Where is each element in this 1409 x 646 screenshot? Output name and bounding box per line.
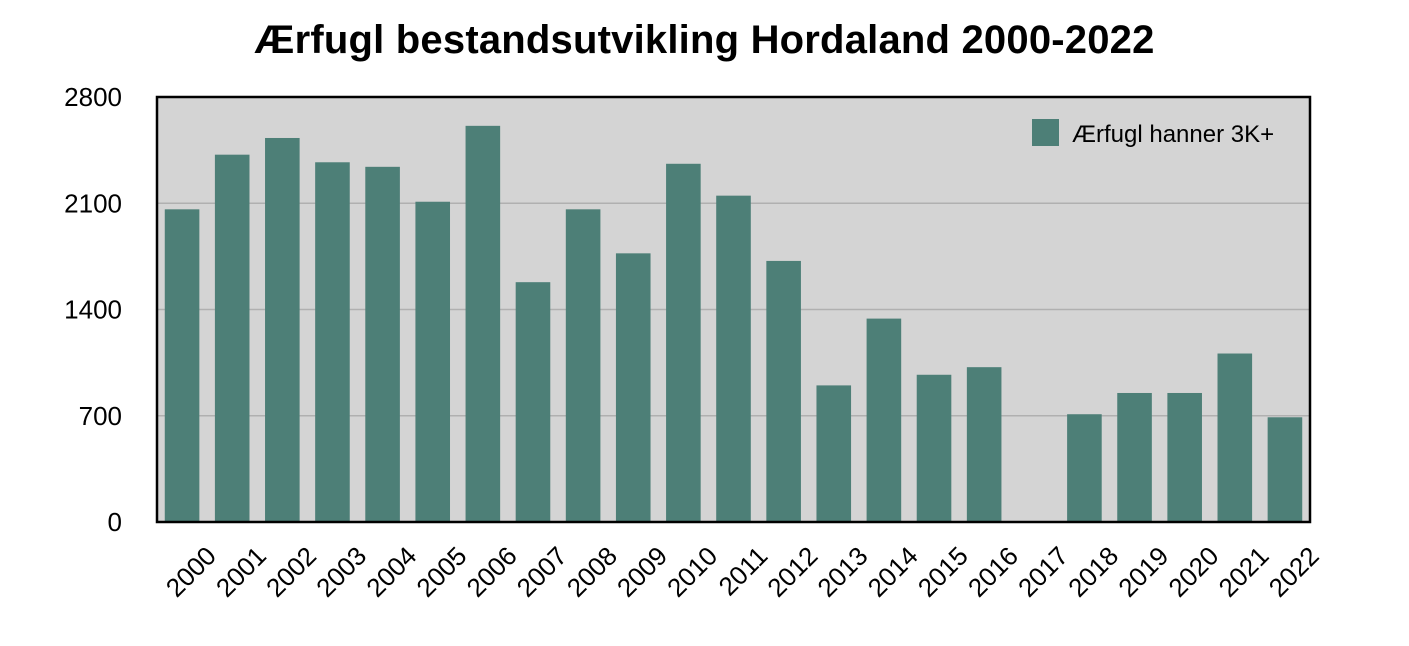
bar bbox=[315, 162, 350, 522]
x-tick-label: 2011 bbox=[713, 541, 774, 602]
x-tick-label: 2017 bbox=[1012, 541, 1074, 603]
bar bbox=[164, 209, 200, 523]
y-tick-label: 1400 bbox=[64, 295, 122, 325]
bar bbox=[916, 374, 952, 522]
bar bbox=[816, 385, 852, 522]
x-tick-label: 2005 bbox=[410, 541, 472, 603]
x-tick-label: 2021 bbox=[1213, 541, 1275, 603]
bar bbox=[565, 209, 601, 523]
x-tick-label: 2007 bbox=[511, 541, 573, 603]
legend-label: Ærfugl hanner 3K+ bbox=[1072, 121, 1274, 148]
bar bbox=[1167, 392, 1202, 522]
x-tick-label: 2008 bbox=[561, 541, 623, 603]
x-tick-label: 2003 bbox=[310, 541, 372, 603]
bar bbox=[1067, 414, 1102, 522]
bar bbox=[766, 260, 801, 522]
x-tick-label: 2010 bbox=[661, 541, 723, 603]
x-tick-label: 2012 bbox=[761, 541, 823, 603]
chart-title: Ærfugl bestandsutvikling Hordaland 2000-… bbox=[254, 18, 1155, 62]
bar bbox=[515, 282, 551, 522]
x-tick-label: 2006 bbox=[461, 541, 523, 603]
bar bbox=[866, 318, 902, 522]
x-tick-label: 2004 bbox=[360, 541, 422, 603]
x-tick-label: 2022 bbox=[1263, 541, 1325, 603]
bar bbox=[716, 195, 751, 523]
x-tick-label: 2015 bbox=[912, 541, 974, 603]
x-tick-label: 2000 bbox=[160, 541, 222, 603]
y-tick-label: 0 bbox=[108, 507, 122, 537]
bar bbox=[214, 154, 250, 522]
y-tick-label: 2100 bbox=[64, 188, 122, 218]
bar bbox=[1217, 353, 1253, 522]
legend: Ærfugl hanner 3K+ bbox=[1032, 119, 1274, 148]
bar bbox=[1117, 392, 1152, 522]
bars bbox=[164, 125, 1303, 523]
plot-frame bbox=[155, 95, 1312, 524]
x-tick-label: 2002 bbox=[260, 541, 322, 603]
bar bbox=[1267, 417, 1303, 522]
bar bbox=[465, 125, 501, 522]
legend-swatch bbox=[1032, 119, 1059, 146]
bar bbox=[415, 201, 451, 522]
x-tick-label: 2019 bbox=[1112, 541, 1174, 603]
x-axis-ticks: 2000200120022003200420052006200720082009… bbox=[160, 541, 1325, 603]
y-tick-label: 700 bbox=[79, 401, 122, 431]
x-tick-label: 2014 bbox=[862, 541, 924, 603]
y-tick-label: 2800 bbox=[64, 82, 122, 112]
bar bbox=[265, 137, 300, 522]
x-tick-label: 2009 bbox=[611, 541, 673, 603]
x-tick-label: 2001 bbox=[210, 541, 272, 603]
x-tick-label: 2020 bbox=[1162, 541, 1224, 603]
bar bbox=[966, 367, 1002, 522]
y-axis-ticks: 0 700 1400 2100 2800 bbox=[64, 82, 122, 537]
x-tick-label: 2013 bbox=[811, 541, 873, 603]
bar bbox=[365, 166, 400, 523]
x-tick-label: 2018 bbox=[1062, 541, 1124, 603]
bar bbox=[615, 253, 651, 522]
x-tick-label: 2016 bbox=[962, 541, 1024, 603]
bar bbox=[666, 163, 701, 523]
